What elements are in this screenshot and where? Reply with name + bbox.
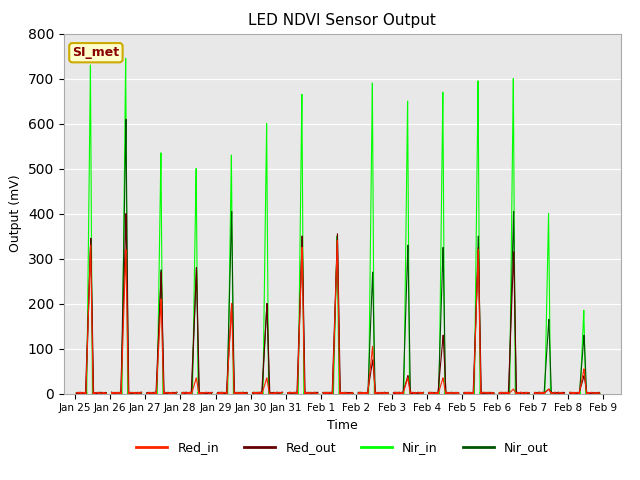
Text: SI_met: SI_met bbox=[72, 46, 120, 59]
Legend: Red_in, Red_out, Nir_in, Nir_out: Red_in, Red_out, Nir_in, Nir_out bbox=[131, 436, 554, 459]
Title: LED NDVI Sensor Output: LED NDVI Sensor Output bbox=[248, 13, 436, 28]
Y-axis label: Output (mV): Output (mV) bbox=[10, 175, 22, 252]
X-axis label: Time: Time bbox=[327, 419, 358, 432]
